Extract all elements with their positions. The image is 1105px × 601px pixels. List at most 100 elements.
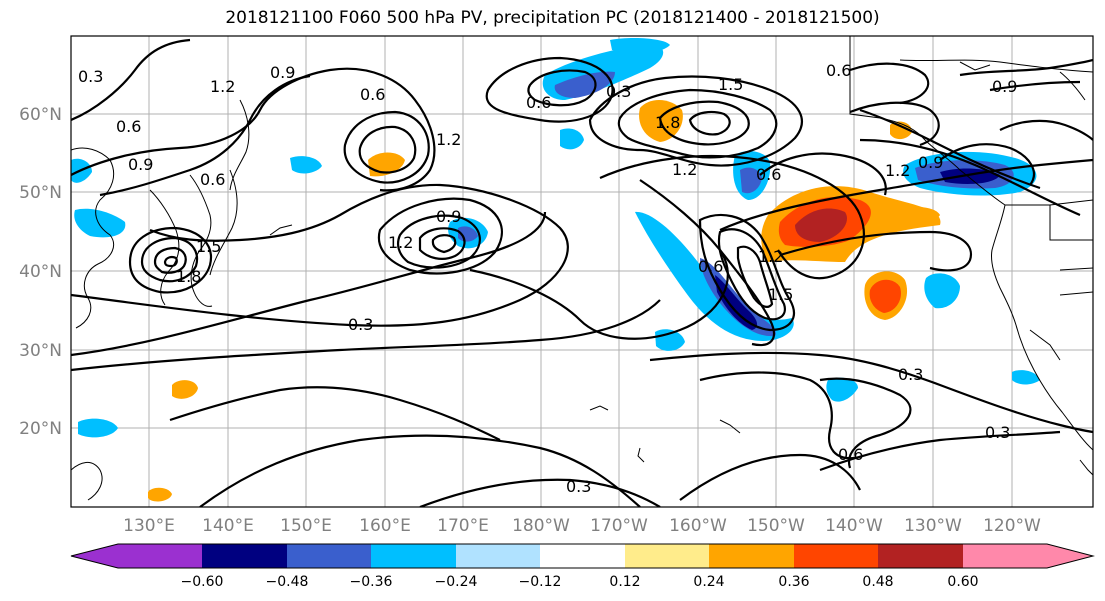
lon-tick-label: 130°W bbox=[904, 516, 962, 536]
lon-tick-label: 150°W bbox=[747, 516, 805, 536]
precip-negative-region bbox=[700, 258, 776, 337]
lat-tick-label: 40°N bbox=[19, 262, 62, 282]
colorbar-tick-label: 0.12 bbox=[609, 574, 640, 590]
contour-label: 0.6 bbox=[116, 117, 141, 136]
map-frame bbox=[70, 35, 1094, 508]
chart-title: 2018121100 F060 500 hPa PV, precipitatio… bbox=[225, 8, 880, 28]
lon-tick-label: 130°E bbox=[123, 516, 175, 536]
precip-negative-region bbox=[924, 273, 960, 309]
colorbar-cells bbox=[118, 544, 1047, 568]
colorbar-extend-max bbox=[1047, 544, 1093, 568]
lon-tick-label: 150°E bbox=[280, 516, 332, 536]
precip-positive-region bbox=[148, 487, 172, 502]
contour-label: 1.5 bbox=[718, 75, 743, 94]
contour-label: 0.3 bbox=[348, 315, 373, 334]
contour-label: 1.2 bbox=[672, 160, 697, 179]
colorbar-cell bbox=[709, 544, 794, 568]
colorbar-cell bbox=[963, 544, 1047, 568]
gridlines bbox=[71, 36, 1093, 507]
contour-label: 0.6 bbox=[698, 257, 723, 276]
contour-label: 0.3 bbox=[78, 67, 103, 86]
lat-tick-label: 50°N bbox=[19, 183, 62, 203]
colorbar-tick-label: −0.60 bbox=[181, 574, 224, 590]
lon-axis: 130°E 140°E 150°E 160°E 170°E 180°W 170°… bbox=[123, 516, 1041, 536]
lon-tick-label: 160°E bbox=[359, 516, 411, 536]
colorbar-tick-label: 0.36 bbox=[778, 574, 809, 590]
precip-positive-region bbox=[900, 207, 940, 223]
contour-label: 0.6 bbox=[360, 85, 385, 104]
contour-label: 0.6 bbox=[200, 170, 225, 189]
coastlines bbox=[71, 36, 1093, 501]
lon-tick-label: 140°E bbox=[202, 516, 254, 536]
contour-label: 0.3 bbox=[898, 365, 923, 384]
colorbar-cell bbox=[878, 544, 963, 568]
colorbar-tick-label: 0.24 bbox=[693, 574, 724, 590]
lon-tick-label: 170°W bbox=[590, 516, 648, 536]
map-area bbox=[71, 36, 1093, 507]
precip-positive-region bbox=[795, 208, 848, 242]
contour-label: 1.8 bbox=[655, 113, 680, 132]
precip-negative-region bbox=[74, 208, 126, 238]
contour-label: 1.2 bbox=[885, 161, 910, 180]
lon-tick-label: 160°W bbox=[669, 516, 727, 536]
lon-tick-label: 170°E bbox=[437, 516, 489, 536]
precip-negative-region bbox=[554, 71, 615, 98]
contour-label: 0.9 bbox=[992, 77, 1017, 96]
colorbar-cell bbox=[456, 544, 540, 568]
colorbar-cell bbox=[794, 544, 878, 568]
lat-tick-label: 30°N bbox=[19, 341, 62, 361]
precip-negative-region bbox=[560, 128, 584, 150]
colorbar-tick-label: −0.12 bbox=[519, 574, 562, 590]
colorbar-outline bbox=[70, 543, 1095, 569]
contour-label: 1.5 bbox=[196, 237, 221, 256]
precip-positive-region bbox=[869, 279, 901, 313]
contour-label: 1.2 bbox=[436, 130, 461, 149]
lon-tick-label: 140°W bbox=[825, 516, 883, 536]
lat-tick-label: 20°N bbox=[19, 419, 62, 439]
lon-tick-label: 120°W bbox=[983, 516, 1041, 536]
colorbar-cell bbox=[625, 544, 709, 568]
pv-contours bbox=[71, 38, 1093, 507]
colorbar-cell bbox=[371, 544, 456, 568]
contour-label: 1.2 bbox=[388, 233, 413, 252]
contour-label: 0.9 bbox=[128, 155, 153, 174]
contour-label: 1.2 bbox=[210, 77, 235, 96]
contour-label: 0.6 bbox=[838, 445, 863, 464]
precip-negative-region bbox=[610, 37, 670, 54]
contour-label: 0.3 bbox=[606, 82, 631, 101]
colorbar-cell bbox=[540, 544, 625, 568]
precip-negative-region bbox=[78, 418, 118, 438]
precip-shading bbox=[71, 37, 1040, 502]
colorbar-cell bbox=[118, 544, 202, 568]
precip-negative-region bbox=[826, 377, 858, 402]
contour-label: 0.3 bbox=[985, 423, 1010, 442]
lat-axis: 60°N 50°N 40°N 30°N 20°N bbox=[19, 105, 62, 439]
colorbar-extend-min bbox=[71, 544, 118, 568]
colorbar-cell bbox=[287, 544, 371, 568]
precip-negative-region bbox=[740, 167, 762, 194]
colorbar-tick-label: −0.48 bbox=[266, 574, 309, 590]
colorbar-ticks: −0.60 −0.48 −0.36 −0.24 −0.12 0.12 0.24 … bbox=[181, 574, 979, 590]
colorbar-tick-label: 0.60 bbox=[947, 574, 978, 590]
contour-label: 0.9 bbox=[918, 153, 943, 172]
colorbar-tick-label: 0.48 bbox=[862, 574, 893, 590]
colorbar: −0.60 −0.48 −0.36 −0.24 −0.12 0.12 0.24 … bbox=[70, 543, 1095, 590]
contour-label: 0.9 bbox=[436, 207, 461, 226]
colorbar-tick-label: −0.24 bbox=[435, 574, 478, 590]
contour-label: 0.3 bbox=[566, 477, 591, 496]
precip-negative-region bbox=[635, 211, 794, 341]
precip-positive-region bbox=[172, 380, 198, 399]
contour-label: 0.6 bbox=[526, 93, 551, 112]
colorbar-tick-label: −0.36 bbox=[350, 574, 393, 590]
lat-tick-label: 60°N bbox=[19, 105, 62, 125]
contour-label-group: 0.3 0.6 0.9 1.2 1.5 1.8 0.3 0.6 0.9 1.2 … bbox=[78, 61, 1017, 496]
colorbar-cell bbox=[202, 544, 287, 568]
contour-label: 1.8 bbox=[176, 267, 201, 286]
precip-negative-region bbox=[1012, 370, 1040, 385]
contour-label: 1.5 bbox=[768, 285, 793, 304]
contour-label: 0.9 bbox=[270, 63, 295, 82]
lon-tick-label: 180°W bbox=[512, 516, 570, 536]
precip-negative-region bbox=[290, 156, 322, 174]
contour-label: 0.6 bbox=[826, 61, 851, 80]
